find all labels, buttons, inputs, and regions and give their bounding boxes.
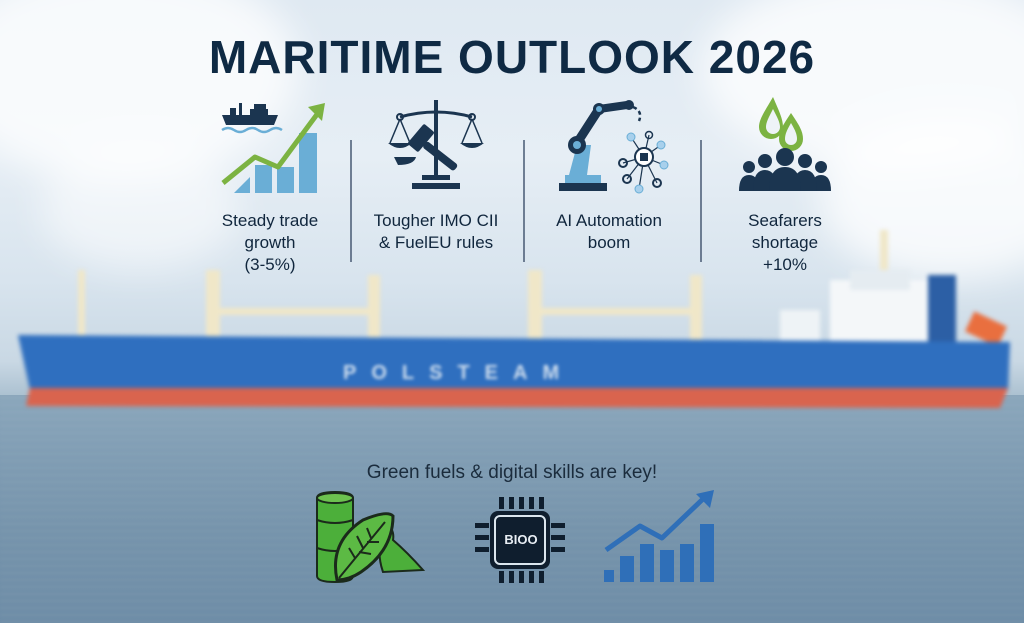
chip-icon <box>475 497 565 583</box>
growth-bar-chart-icon <box>604 490 714 582</box>
chip-label: BIOO <box>504 532 538 547</box>
divider <box>523 140 525 262</box>
pillar-ai-automation: AI Automation boom <box>524 90 694 254</box>
pillar-label: Tougher IMO CII & FuelEU rules <box>373 211 499 252</box>
page-title: MARITIME OUTLOOK 2026 <box>208 31 816 83</box>
pillar-imo-rules: Tougher IMO CII & FuelEU rules <box>351 90 521 254</box>
biofuel-barrel-leaf-icon <box>316 490 426 584</box>
scales-gavel-icon <box>388 100 484 189</box>
pillar-seafarers-shortage: Seafarers shortage +10% <box>700 90 870 276</box>
ship-hull-name: POLSTEAM <box>343 362 575 384</box>
ship-growth-chart-icon <box>221 103 325 193</box>
pillar-trade-growth: Steady trade growth (3-5%) <box>185 90 355 276</box>
pillar-label: Steady trade growth (3-5%) <box>221 211 319 274</box>
bulk-carrier-ship <box>18 230 1010 408</box>
pillar-label: Seafarers shortage +10% <box>748 211 822 274</box>
tagline: Green fuels & digital skills are key! <box>366 462 658 483</box>
pillar-label: AI Automation boom <box>556 211 662 252</box>
robot-arm-network-icon <box>559 100 669 194</box>
divider <box>700 140 702 262</box>
divider <box>350 140 352 262</box>
crew-droplets-icon <box>739 97 831 191</box>
